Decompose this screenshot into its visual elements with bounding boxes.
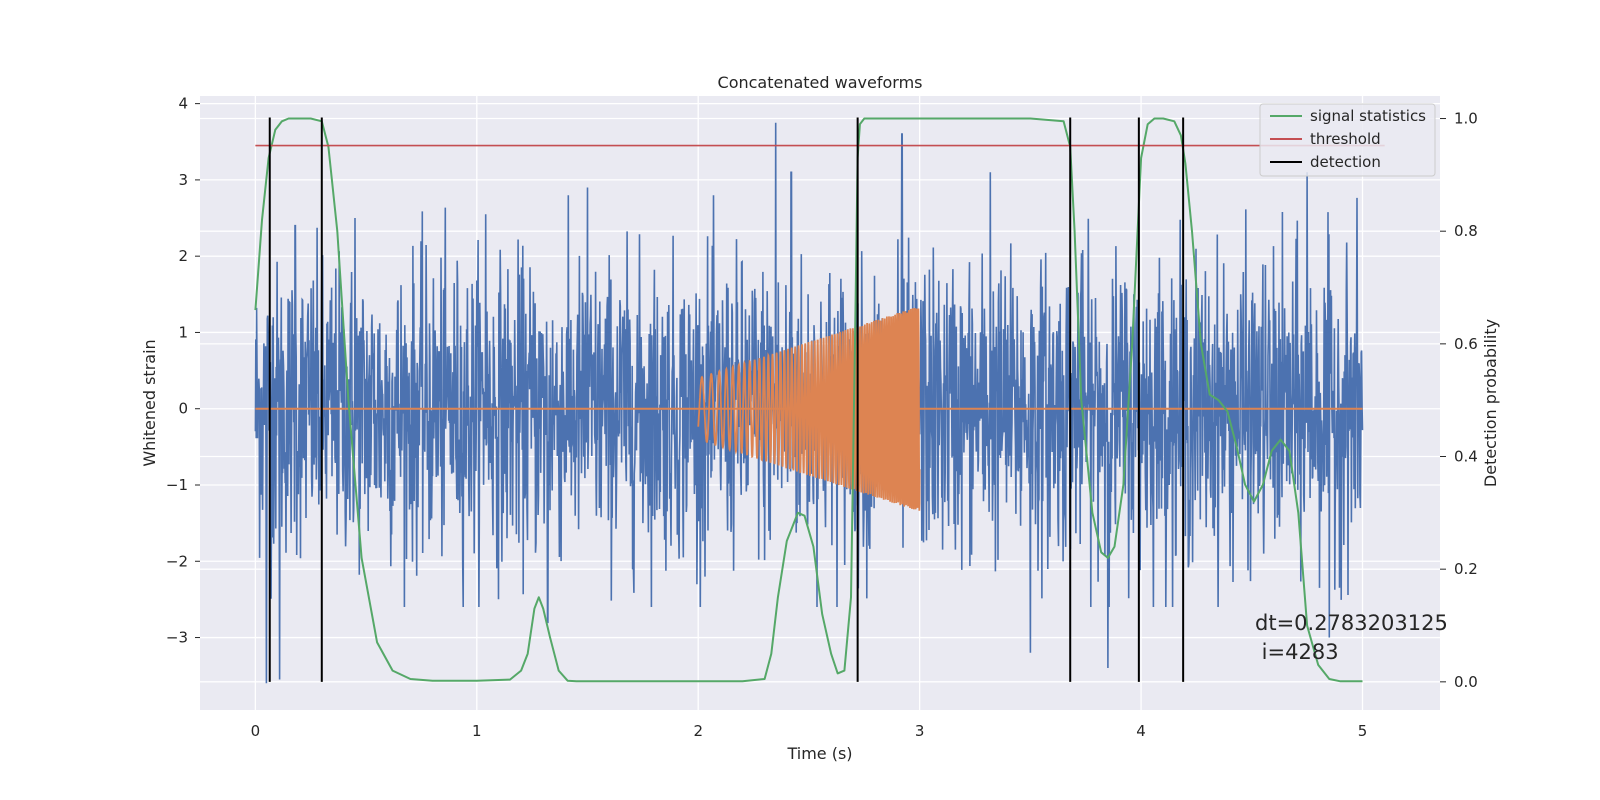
signal-statistics-line [254,117,1363,683]
dt-annotation: dt=0.2783203125 [1255,611,1448,635]
y-tick-label: −1 [166,476,188,494]
detection-lines [268,117,1185,682]
index-annotation: i=4283 [1255,640,1339,664]
x-tick-label: 2 [693,722,703,740]
y-tick-label: 2 [178,247,188,265]
y-tick-label: −3 [166,629,188,647]
chart-title: Concatenated waveforms [718,73,923,92]
y2-tick-label: 0.6 [1454,335,1478,353]
left-axis-ticks: −3 −2 −1 0 1 2 3 4 [166,95,200,647]
legend-label-threshold: threshold [1310,130,1381,148]
y2-tick-label: 0.0 [1454,673,1478,691]
y-tick-label: 4 [178,95,188,113]
injection-chirp-line [697,307,921,511]
y2-tick-label: 1.0 [1454,110,1478,128]
x-tick-label: 0 [251,722,261,740]
x-tick-label: 5 [1358,722,1368,740]
y2-tick-label: 0.8 [1454,222,1478,240]
y-tick-label: 0 [178,400,188,418]
x-tick-label: 3 [915,722,925,740]
legend-label-signal-statistics: signal statistics [1310,107,1426,125]
x-tick-label: 4 [1136,722,1146,740]
y2-axis-label: Detection probability [1481,319,1500,487]
plot-content [254,117,1385,684]
x-axis-ticks: 0 1 2 3 4 5 [251,722,1368,740]
legend-box [1259,103,1436,177]
legend: signal statistics threshold detection [1259,103,1436,177]
y2-tick-label: 0.2 [1454,560,1478,578]
y-axis-label: Whitened strain [140,339,159,466]
x-tick-label: 1 [472,722,482,740]
y-tick-label: 3 [178,171,188,189]
legend-label-detection: detection [1310,153,1381,171]
x-axis-label: Time (s) [786,744,852,763]
y2-tick-label: 0.4 [1454,448,1478,466]
y-tick-label: 1 [178,323,188,341]
right-axis-ticks: 0.0 0.2 0.4 0.6 0.8 1.0 [1440,110,1478,691]
y-tick-label: −2 [166,552,188,570]
